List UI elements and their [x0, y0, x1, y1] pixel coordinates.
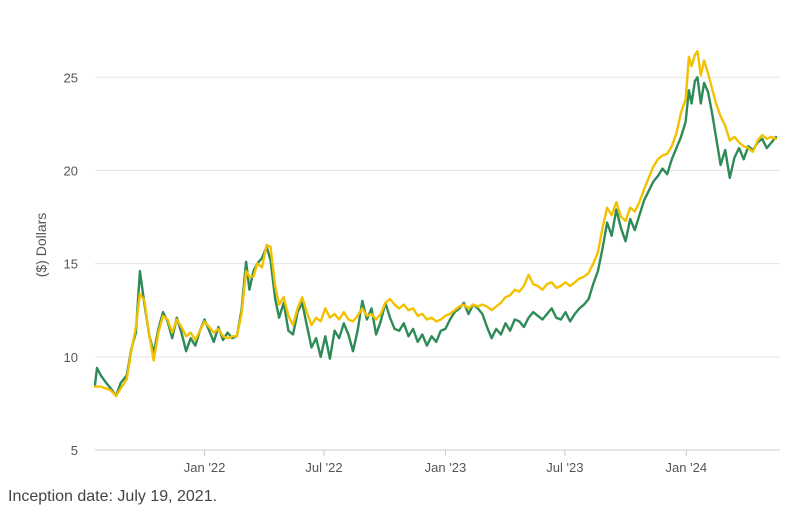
y-tick-label: 5 [71, 443, 78, 458]
series-line-green [93, 76, 778, 398]
series-lines [93, 50, 778, 398]
x-tick-label: Jan '22 [184, 460, 226, 475]
y-axis-label: ($) Dollars [33, 213, 49, 278]
x-tick-label: Jan '24 [666, 460, 708, 475]
inception-date-note: Inception date: July 19, 2021. [8, 488, 218, 505]
y-tick-label: 20 [64, 163, 78, 178]
y-tick-label: 25 [64, 70, 78, 85]
y-tick-label: 10 [64, 350, 78, 365]
x-tick-label: Jul '22 [305, 460, 342, 475]
x-tick-label: Jul '23 [546, 460, 583, 475]
y-tick-label: 15 [64, 257, 78, 272]
series-line-gold [93, 50, 778, 398]
y-tick-labels: 5 10 15 20 25 [64, 70, 78, 458]
x-tick-labels: Jan '22 Jul '22 Jan '23 Jul '23 Jan '24 [184, 450, 707, 475]
x-tick-label: Jan '23 [425, 460, 467, 475]
gridlines [95, 76, 780, 451]
